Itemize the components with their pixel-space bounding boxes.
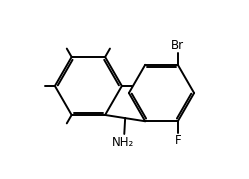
Text: F: F [175, 134, 181, 147]
Text: NH₂: NH₂ [111, 136, 134, 149]
Text: Br: Br [171, 38, 184, 52]
